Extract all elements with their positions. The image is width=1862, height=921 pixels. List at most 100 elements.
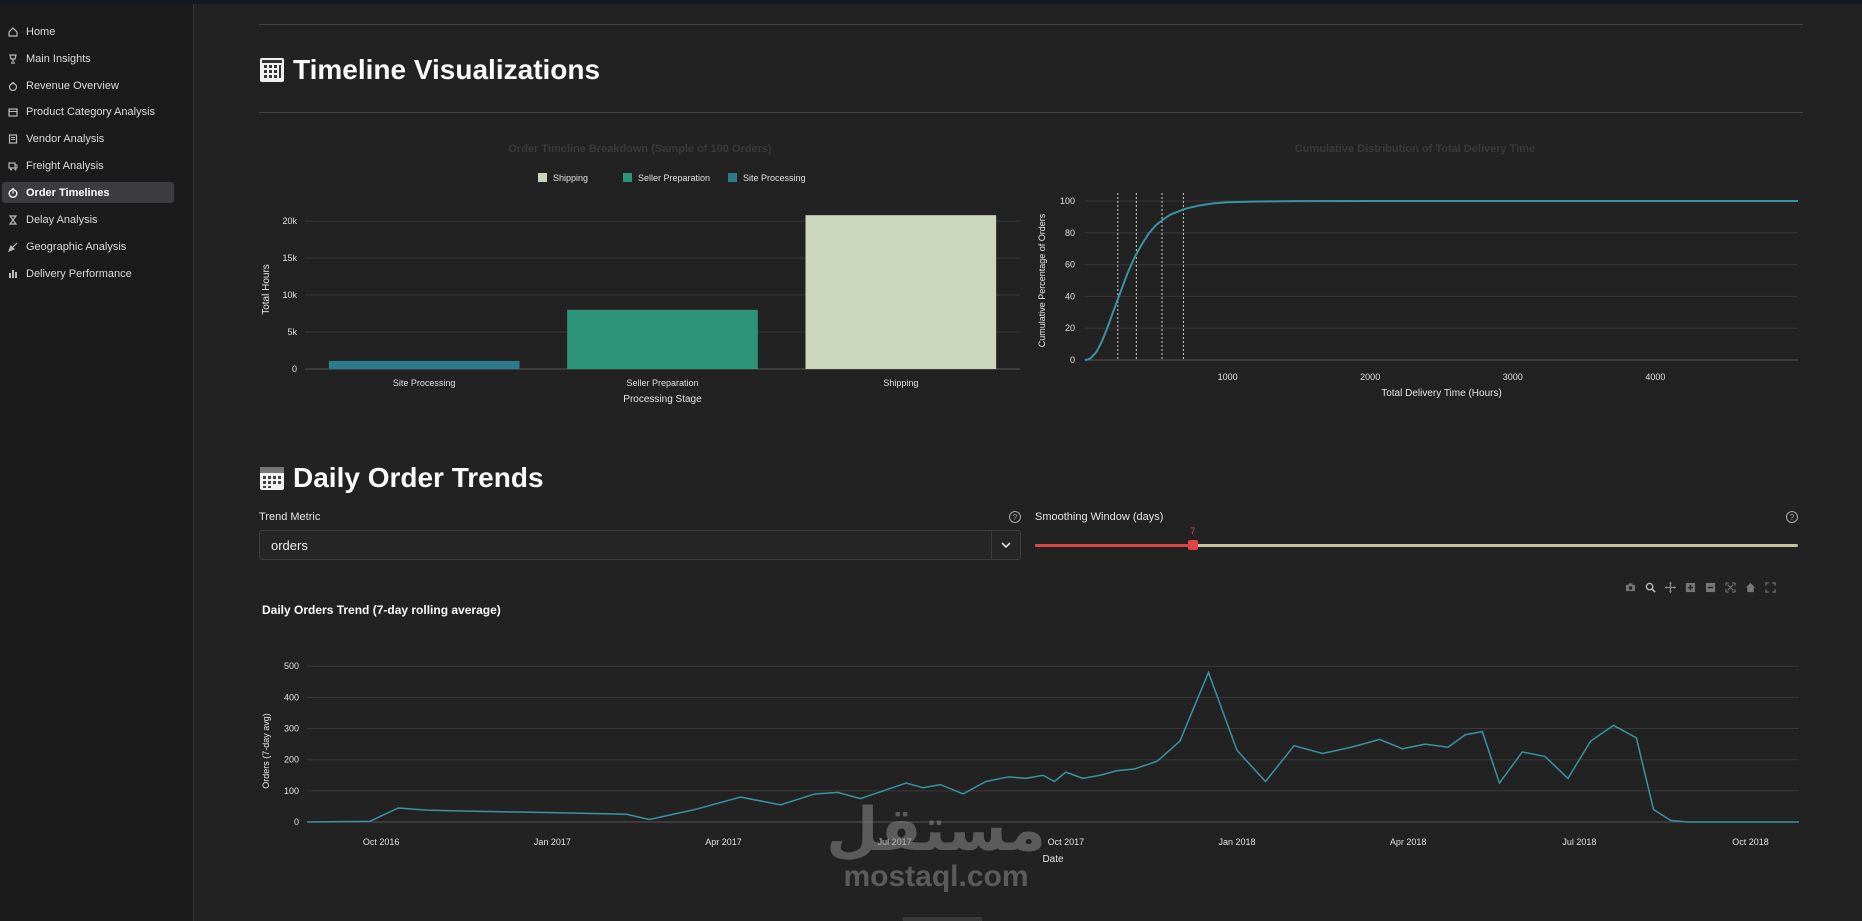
x-tick-label: Apr 2018 <box>1390 837 1427 847</box>
y-tick-label: 400 <box>284 692 299 702</box>
daily-orders-trend-chart: 0 100 200 300 400 500 Oct 2016 Jan 2017 Apr 2017… <box>261 661 1799 865</box>
order-timeline-bar-chart: Order Timeline Breakdown (Sample of 100 … <box>261 143 1020 405</box>
x-tick-label: 2000 <box>1360 372 1380 382</box>
x-tick-label: Jan 2017 <box>534 837 571 847</box>
y-axis-label: Total Hours <box>261 264 272 315</box>
horizontal-scrollbar[interactable] <box>903 917 982 921</box>
package-icon <box>8 107 18 117</box>
sidebar-item-label: Vendor Analysis <box>26 132 105 145</box>
cdf-line <box>1084 200 1798 361</box>
smoothing-slider[interactable]: 7 <box>1035 526 1798 550</box>
x-tick-label: Apr 2017 <box>705 837 742 847</box>
slider-value: 7 <box>1190 526 1196 536</box>
timeline-section-title: Timeline Visualizations <box>259 54 600 86</box>
sidebar-item-geographic-analysis[interactable]: Geographic Analysis <box>2 236 174 257</box>
pin-icon <box>8 242 18 252</box>
bar-site-processing <box>328 360 520 369</box>
x-tick-label: Jan 2018 <box>1218 837 1255 847</box>
watermark-latin: mostaql.com <box>843 860 1029 893</box>
sidebar-item-label: Delivery Performance <box>26 267 132 280</box>
sidebar-item-home[interactable]: Home <box>2 21 174 42</box>
legend-swatch <box>623 173 632 182</box>
y-tick-label: 0 <box>292 364 297 374</box>
sidebar-item-vendor-analysis[interactable]: Vendor Analysis <box>2 128 174 149</box>
sidebar-item-label: Revenue Overview <box>26 79 119 92</box>
x-axis-label: Date <box>1042 854 1064 865</box>
sidebar-item-label: Home <box>26 25 56 38</box>
trend-metric-select[interactable]: orders <box>259 530 1021 560</box>
chart-title: Order Timeline Breakdown (Sample of 100 … <box>508 143 772 155</box>
autoscale-icon[interactable] <box>1723 580 1737 594</box>
chart-title: Cumulative Distribution of Total Deliver… <box>1295 143 1535 155</box>
x-tick-label: Jul 2017 <box>878 837 912 847</box>
y-tick-label: 100 <box>284 786 299 796</box>
abacus-icon <box>259 57 285 83</box>
x-tick-label: Seller Preparation <box>626 378 698 388</box>
chart-modebar <box>1623 580 1777 594</box>
x-axis-label: Total Delivery Time (Hours) <box>1381 388 1502 399</box>
x-tick-label: Jul 2018 <box>1562 837 1596 847</box>
bar-shipping <box>805 215 997 369</box>
sidebar-item-freight-analysis[interactable]: Freight Analysis <box>2 155 174 176</box>
y-tick-label: 80 <box>1065 228 1075 238</box>
truck-icon <box>8 161 18 171</box>
help-icon[interactable]: ? <box>1786 511 1798 523</box>
zoom-icon[interactable] <box>1643 580 1657 594</box>
sidebar-item-label: Delay Analysis <box>26 213 98 226</box>
sidebar-item-order-timelines[interactable]: Order Timelines <box>2 182 174 203</box>
y-tick-label: 0 <box>294 817 299 827</box>
divider <box>259 24 1803 25</box>
help-icon[interactable]: ? <box>1009 511 1021 523</box>
money-bag-icon <box>8 81 18 91</box>
x-tick-label: Site Processing <box>393 378 456 388</box>
sidebar-item-label: Main Insights <box>26 52 91 65</box>
slider-thumb[interactable] <box>1187 540 1198 550</box>
y-tick-label: 20 <box>1065 323 1075 333</box>
x-tick-label: Oct 2017 <box>1048 837 1085 847</box>
zoom-out-icon[interactable] <box>1703 580 1717 594</box>
x-tick-label: 3000 <box>1503 372 1523 382</box>
zoom-in-icon[interactable] <box>1683 580 1697 594</box>
pan-icon[interactable] <box>1663 580 1677 594</box>
legend-swatch <box>728 173 737 182</box>
watermark-arabic: مستقل <box>826 795 1046 865</box>
trend-metric-label: Trend Metric <box>259 511 321 523</box>
sidebar-item-label: Order Timelines <box>26 186 110 199</box>
y-tick-label: 0 <box>1070 355 1075 365</box>
sidebar-item-revenue-overview[interactable]: Revenue Overview <box>2 75 174 96</box>
y-tick-label: 200 <box>284 755 299 765</box>
legend-label: Site Processing <box>743 173 806 183</box>
home-icon <box>8 26 18 37</box>
daily-trend-line <box>306 670 1799 823</box>
x-axis-label: Processing Stage <box>623 394 702 405</box>
sidebar-item-label: Geographic Analysis <box>26 240 127 253</box>
home-reset-icon[interactable] <box>1743 580 1757 594</box>
y-axis-label: Orders (7-day avg) <box>261 713 271 789</box>
trend-metric-value: orders <box>271 537 308 553</box>
x-tick-label: 1000 <box>1218 372 1238 382</box>
store-icon <box>8 133 18 144</box>
sidebar-item-label: Freight Analysis <box>26 159 104 172</box>
cumulative-delivery-chart: Cumulative Distribution of Total Deliver… <box>1037 143 1798 399</box>
sidebar-item-delay-analysis[interactable]: Delay Analysis <box>2 209 174 230</box>
y-axis-label: Cumulative Percentage of Orders <box>1037 213 1047 347</box>
x-tick-label: Oct 2016 <box>363 837 400 847</box>
sidebar-item-label: Product Category Analysis <box>26 105 156 118</box>
x-tick-label: Shipping <box>883 378 918 388</box>
slider-fill <box>1035 544 1193 547</box>
y-tick-label: 300 <box>284 724 299 734</box>
sidebar-item-product-category-analysis[interactable]: Product Category Analysis <box>2 101 174 122</box>
sidebar-item-main-insights[interactable]: Main Insights <box>2 48 174 69</box>
fullscreen-icon[interactable] <box>1763 580 1777 594</box>
calendar-icon <box>259 465 285 491</box>
chevron-down-icon[interactable] <box>991 531 1020 559</box>
watermark: مستقل mostaql.com <box>818 800 1054 894</box>
bar-chart-icon <box>8 269 18 279</box>
stopwatch-icon <box>8 187 18 198</box>
x-tick-label: 4000 <box>1645 372 1665 382</box>
y-tick-label: 40 <box>1065 291 1075 301</box>
top-header-bar <box>0 0 1862 4</box>
daily-trend-title: Daily Orders Trend (7-day rolling averag… <box>262 603 501 617</box>
sidebar-item-delivery-performance[interactable]: Delivery Performance <box>2 263 174 284</box>
camera-icon[interactable] <box>1623 580 1637 594</box>
